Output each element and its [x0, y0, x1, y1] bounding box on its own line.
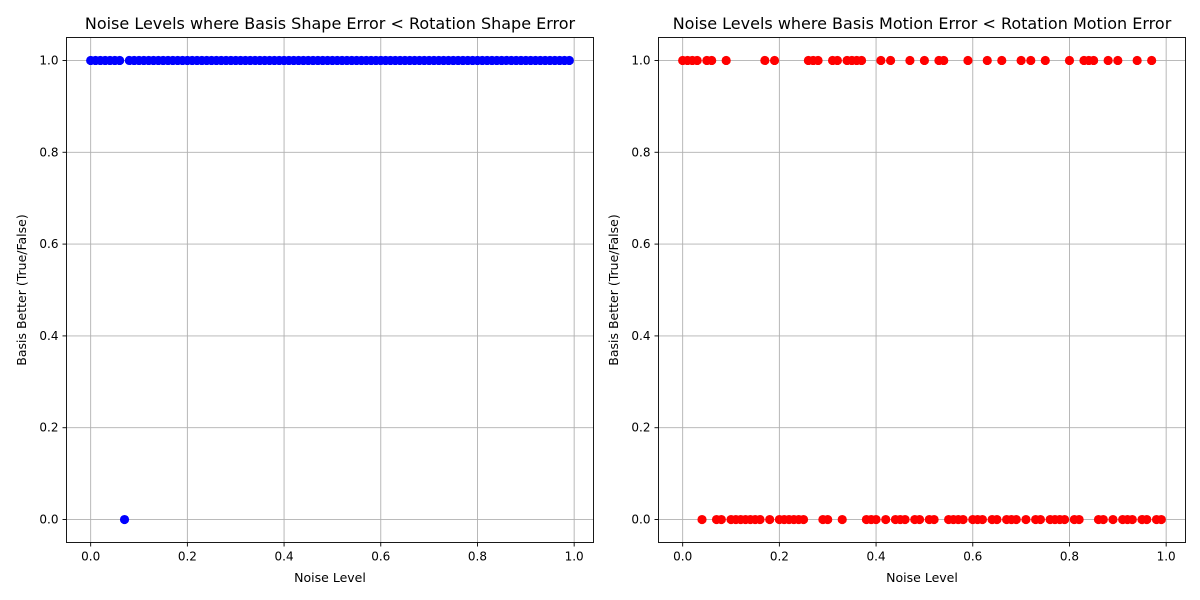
motion-data-point-47: [905, 55, 915, 66]
motion-data-point-63: [982, 55, 992, 66]
motion-data-point-59: [963, 55, 973, 66]
motion-data-point-69: [1011, 514, 1021, 525]
motion-data-point-6: [707, 55, 717, 66]
motion-data-point-3: [692, 55, 702, 66]
shape-chart-y-axis-label: Basis Better (True/False): [14, 214, 29, 365]
motion-data-point-88: [1103, 55, 1113, 66]
motion-data-point-28: [813, 55, 823, 66]
shape-error-chart: Noise Levels where Basis Shape Error < R…: [14, 14, 594, 585]
motion-y-tick-label-3: 0.6: [631, 237, 650, 251]
motion-data-point-58: [958, 514, 968, 525]
motion-data-point-90: [1113, 55, 1123, 66]
motion-data-point-97: [1147, 55, 1157, 66]
motion-chart-ticks: 0.0 0.2 0.4 0.6 0.8 1.0 0.0 0.2 0.4 0.6 0.8 1.0: [631, 53, 1175, 563]
shape-data-point-99: [564, 55, 574, 66]
motion-data-point-19: [769, 55, 780, 66]
shape-x-tick-label-4: 0.8: [468, 550, 487, 564]
motion-data-point-8: [716, 514, 726, 525]
motion-data-point-46: [900, 514, 910, 525]
motion-y-tick-label-0: 0.0: [631, 513, 650, 527]
motion-data-point-16: [755, 514, 765, 525]
motion-data-point-99: [1156, 514, 1166, 525]
motion-data-point-96: [1142, 514, 1152, 525]
motion-chart-grid: [658, 37, 1186, 543]
motion-data-point-62: [977, 514, 988, 525]
motion-data-point-32: [832, 55, 842, 66]
shape-chart-points: [86, 55, 574, 525]
motion-data-point-89: [1108, 514, 1118, 525]
shape-y-tick-label-5: 1.0: [39, 53, 58, 67]
motion-chart-axes-frame: [658, 37, 1186, 543]
motion-data-point-9: [721, 55, 731, 66]
motion-data-point-87: [1098, 514, 1108, 525]
motion-data-point-43: [885, 55, 896, 66]
shape-x-tick-label-0: 0.0: [81, 550, 100, 564]
motion-data-point-70: [1016, 55, 1026, 66]
motion-y-tick-label-1: 0.2: [631, 421, 650, 435]
motion-data-point-17: [760, 55, 770, 66]
motion-data-point-71: [1021, 514, 1031, 525]
motion-x-tick-label-5: 1.0: [1157, 550, 1176, 564]
motion-y-tick-label-5: 1.0: [631, 53, 650, 67]
motion-data-point-66: [997, 55, 1007, 66]
shape-y-tick-label-4: 0.8: [39, 145, 58, 159]
shape-y-tick-label-0: 0.0: [39, 513, 58, 527]
motion-data-point-74: [1035, 514, 1046, 525]
motion-y-tick-label-4: 0.8: [631, 145, 650, 159]
motion-data-point-40: [871, 514, 881, 525]
shape-y-tick-label-3: 0.6: [39, 237, 58, 251]
motion-data-point-49: [914, 514, 925, 525]
motion-data-point-30: [823, 514, 833, 525]
motion-data-point-72: [1026, 55, 1036, 66]
motion-chart-title: Noise Levels where Basis Motion Error < …: [673, 14, 1172, 33]
motion-data-point-41: [876, 55, 886, 66]
shape-chart-x-axis-label: Noise Level: [294, 570, 366, 585]
motion-x-tick-label-3: 0.6: [963, 550, 982, 564]
shape-chart-title: Noise Levels where Basis Shape Error < R…: [85, 14, 576, 33]
motion-data-point-18: [765, 514, 775, 525]
shape-data-point-7: [119, 514, 130, 525]
motion-data-point-65: [992, 514, 1002, 525]
shape-x-tick-label-5: 1.0: [565, 550, 584, 564]
shape-data-point-6: [115, 55, 125, 66]
motion-data-point-42: [881, 514, 891, 525]
motion-x-tick-label-1: 0.2: [770, 550, 789, 564]
motion-y-tick-label-2: 0.4: [631, 329, 650, 343]
motion-data-point-75: [1040, 55, 1050, 66]
motion-data-point-82: [1074, 514, 1084, 525]
shape-y-tick-label-1: 0.2: [39, 421, 58, 435]
motion-data-point-85: [1089, 55, 1099, 66]
motion-x-tick-label-2: 0.4: [867, 550, 886, 564]
shape-chart-axes-frame: [66, 37, 594, 543]
motion-data-point-37: [856, 55, 867, 66]
motion-data-point-4: [697, 514, 707, 525]
motion-error-chart: Noise Levels where Basis Motion Error < …: [606, 14, 1186, 585]
motion-data-point-93: [1127, 514, 1137, 525]
shape-x-tick-label-3: 0.6: [371, 550, 390, 564]
motion-data-point-52: [929, 514, 939, 525]
motion-chart-points: [678, 55, 1166, 525]
shape-x-tick-label-2: 0.4: [275, 550, 294, 564]
motion-data-point-80: [1064, 55, 1075, 66]
motion-data-point-25: [798, 514, 809, 525]
shape-x-tick-label-1: 0.2: [178, 550, 197, 564]
motion-x-tick-label-4: 0.8: [1060, 550, 1079, 564]
motion-data-point-33: [837, 514, 847, 525]
motion-data-point-54: [939, 55, 949, 66]
motion-data-point-50: [919, 55, 930, 66]
motion-data-point-79: [1060, 514, 1070, 525]
motion-data-point-94: [1132, 55, 1142, 66]
shape-chart-ticks: 0.0 0.2 0.4 0.6 0.8 1.0 0.0 0.2 0.4 0.6 0.8 1.0: [39, 53, 583, 563]
motion-chart-x-axis-label: Noise Level: [886, 570, 958, 585]
shape-y-tick-label-2: 0.4: [39, 329, 58, 343]
motion-x-tick-label-0: 0.0: [673, 550, 692, 564]
motion-chart-y-axis-label: Basis Better (True/False): [606, 214, 621, 365]
